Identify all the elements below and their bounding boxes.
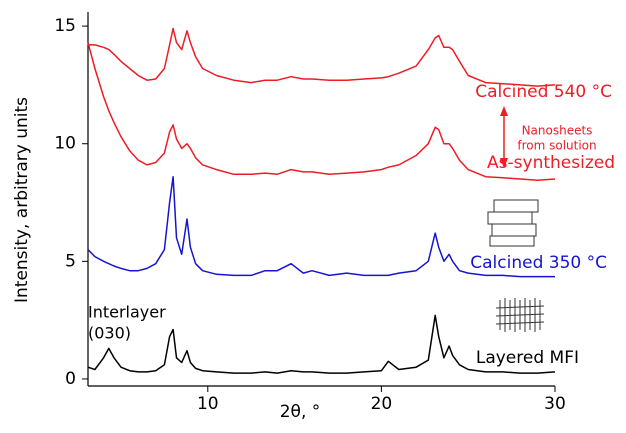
y-axis-label: Intensity, arbitrary units: [12, 97, 32, 303]
x-tick-label: 10: [197, 394, 219, 414]
series-line: [87, 175, 555, 278]
y-tick-label: 10: [54, 134, 76, 154]
y-tick-label: 0: [65, 369, 76, 389]
annotation: from solution: [517, 139, 596, 153]
series-line: [87, 314, 556, 374]
annotation: (030): [88, 324, 131, 343]
y-tick-label: 5: [65, 251, 76, 271]
y-tick-label: 15: [54, 16, 76, 36]
annotation: Nanosheets: [522, 124, 593, 138]
layered-icon: [495, 298, 545, 332]
x-tick-label: 30: [544, 394, 566, 414]
x-tick-label: 20: [371, 394, 393, 414]
crystal-icon: [487, 199, 539, 247]
arrow: [500, 106, 508, 168]
series-label: Layered MFI: [476, 348, 579, 368]
series-line: [87, 42, 556, 181]
x-axis-label: 2θ, °: [280, 402, 321, 422]
series-line: [88, 27, 556, 87]
series-label: As-synthesized: [487, 153, 615, 173]
series-label: Calcined 540 °C: [475, 82, 612, 102]
annotation: Interlayer: [88, 303, 166, 322]
series-label: Calcined 350 °C: [470, 253, 607, 273]
